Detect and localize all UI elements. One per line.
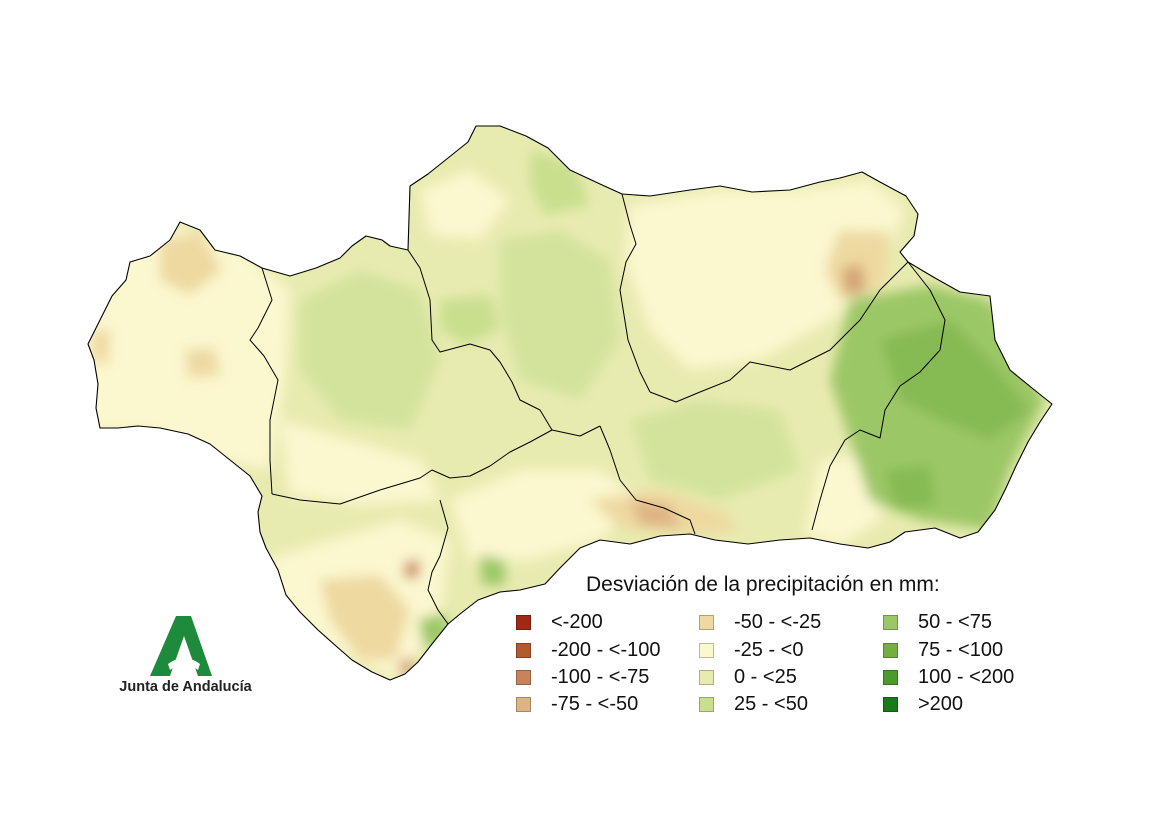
junta-logo-mark [150, 616, 212, 676]
zone-malaga-dry [450, 470, 640, 560]
region-outline [87, 125, 1053, 681]
legend-label: -25 - <0 [734, 638, 804, 661]
province-borders [249, 193, 946, 625]
zone-cordoba-moist [500, 230, 620, 400]
legend-label: 100 - <200 [918, 665, 1015, 688]
legend-item: -50 - <-25 [699, 609, 821, 636]
legend-swatch [883, 615, 898, 631]
border-sevilla-cordoba [407, 249, 553, 431]
legend-column-1: <-200 -200 - <-100 -100 - <-75 -75 - <-5… [516, 609, 661, 719]
legend-title: Desviación de la precipitación en mm: [586, 573, 940, 596]
legend-swatch [699, 669, 714, 685]
legend-label: -200 - <-100 [551, 638, 661, 661]
zone-central-moist [440, 295, 500, 345]
legend-swatch [699, 697, 714, 713]
zone-coast-dark-tan [630, 500, 680, 528]
border-sevilla-cadiz [271, 465, 491, 505]
zone-bay-dark-tan [404, 560, 420, 578]
legend-swatch [516, 669, 531, 685]
legend-item: >200 [883, 691, 1014, 718]
zone-sevilla-moist [300, 270, 440, 430]
legend-swatch [699, 642, 714, 658]
legend-item: 25 - <50 [699, 691, 821, 718]
logo-a-icon [150, 616, 212, 676]
border-cordoba-jaen [619, 193, 651, 393]
legend-item: 75 - <100 [883, 636, 1014, 663]
legend-item: -75 - <-50 [516, 691, 661, 718]
legend-label: <-200 [551, 611, 603, 634]
zone-almeria-dry [805, 455, 880, 545]
legend-item: <-200 [516, 609, 661, 636]
border-cadiz-malaga [427, 499, 449, 625]
legend-label: 0 - <25 [734, 665, 797, 688]
zone-almeria-south-wet [885, 465, 935, 510]
legend-label: >200 [918, 693, 964, 716]
legend-label: 25 - <50 [734, 693, 808, 716]
legend-label: 50 - <75 [918, 611, 992, 634]
border-sevilla-malaga [489, 425, 601, 467]
legend-swatch [883, 669, 898, 685]
zone-almeria-wetter [880, 320, 1030, 440]
legend-item: -200 - <-100 [516, 636, 661, 663]
legend-item: -100 - <-75 [516, 664, 661, 691]
logo-a-swoosh [168, 658, 200, 670]
legend-label: -100 - <-75 [551, 665, 650, 688]
border-jaen-granada [649, 261, 909, 403]
zone-jaen-dark-tan [842, 264, 866, 296]
zone-granada-moist [630, 400, 800, 500]
legend-label: 75 - <100 [918, 638, 1004, 661]
legend-label: -75 - <-50 [551, 693, 639, 716]
border-huelva-sevilla [249, 267, 279, 495]
logo-text: Junta de Andalucía [119, 679, 252, 695]
precipitation-field [88, 126, 1052, 680]
zone-malaga-wet [480, 555, 505, 585]
legend-item: 100 - <200 [883, 664, 1014, 691]
legend-column-3: 50 - <75 75 - <100 100 - <200 >200 [883, 609, 1014, 719]
legend-swatch [516, 642, 531, 658]
border-malaga-granada [599, 425, 696, 535]
junta-logo: Junta de Andalucía [113, 612, 258, 702]
legend-swatch [883, 642, 898, 658]
legend-swatch [883, 697, 898, 713]
zone-cadiz-tan [320, 575, 410, 660]
zone-cordoba-dry [420, 170, 510, 240]
legend-column-2: -50 - <-25 -25 - <0 0 - <25 25 - <50 [699, 609, 821, 719]
legend-item: -25 - <0 [699, 636, 821, 663]
legend-item: 0 - <25 [699, 664, 821, 691]
zone-huelva-center-tan [185, 348, 220, 378]
legend-swatch [516, 697, 531, 713]
zone-jaen-dry [625, 180, 905, 370]
zone-huelva-west-tan [92, 330, 110, 365]
legend-item: 50 - <75 [883, 609, 1014, 636]
legend-label: -50 - <-25 [734, 611, 822, 634]
legend-swatch [699, 615, 714, 631]
legend-swatch [516, 615, 531, 631]
zone-huelva-dry [88, 225, 290, 470]
zone-huelva-north-tan [160, 232, 222, 295]
border-granada-almeria [811, 261, 946, 531]
